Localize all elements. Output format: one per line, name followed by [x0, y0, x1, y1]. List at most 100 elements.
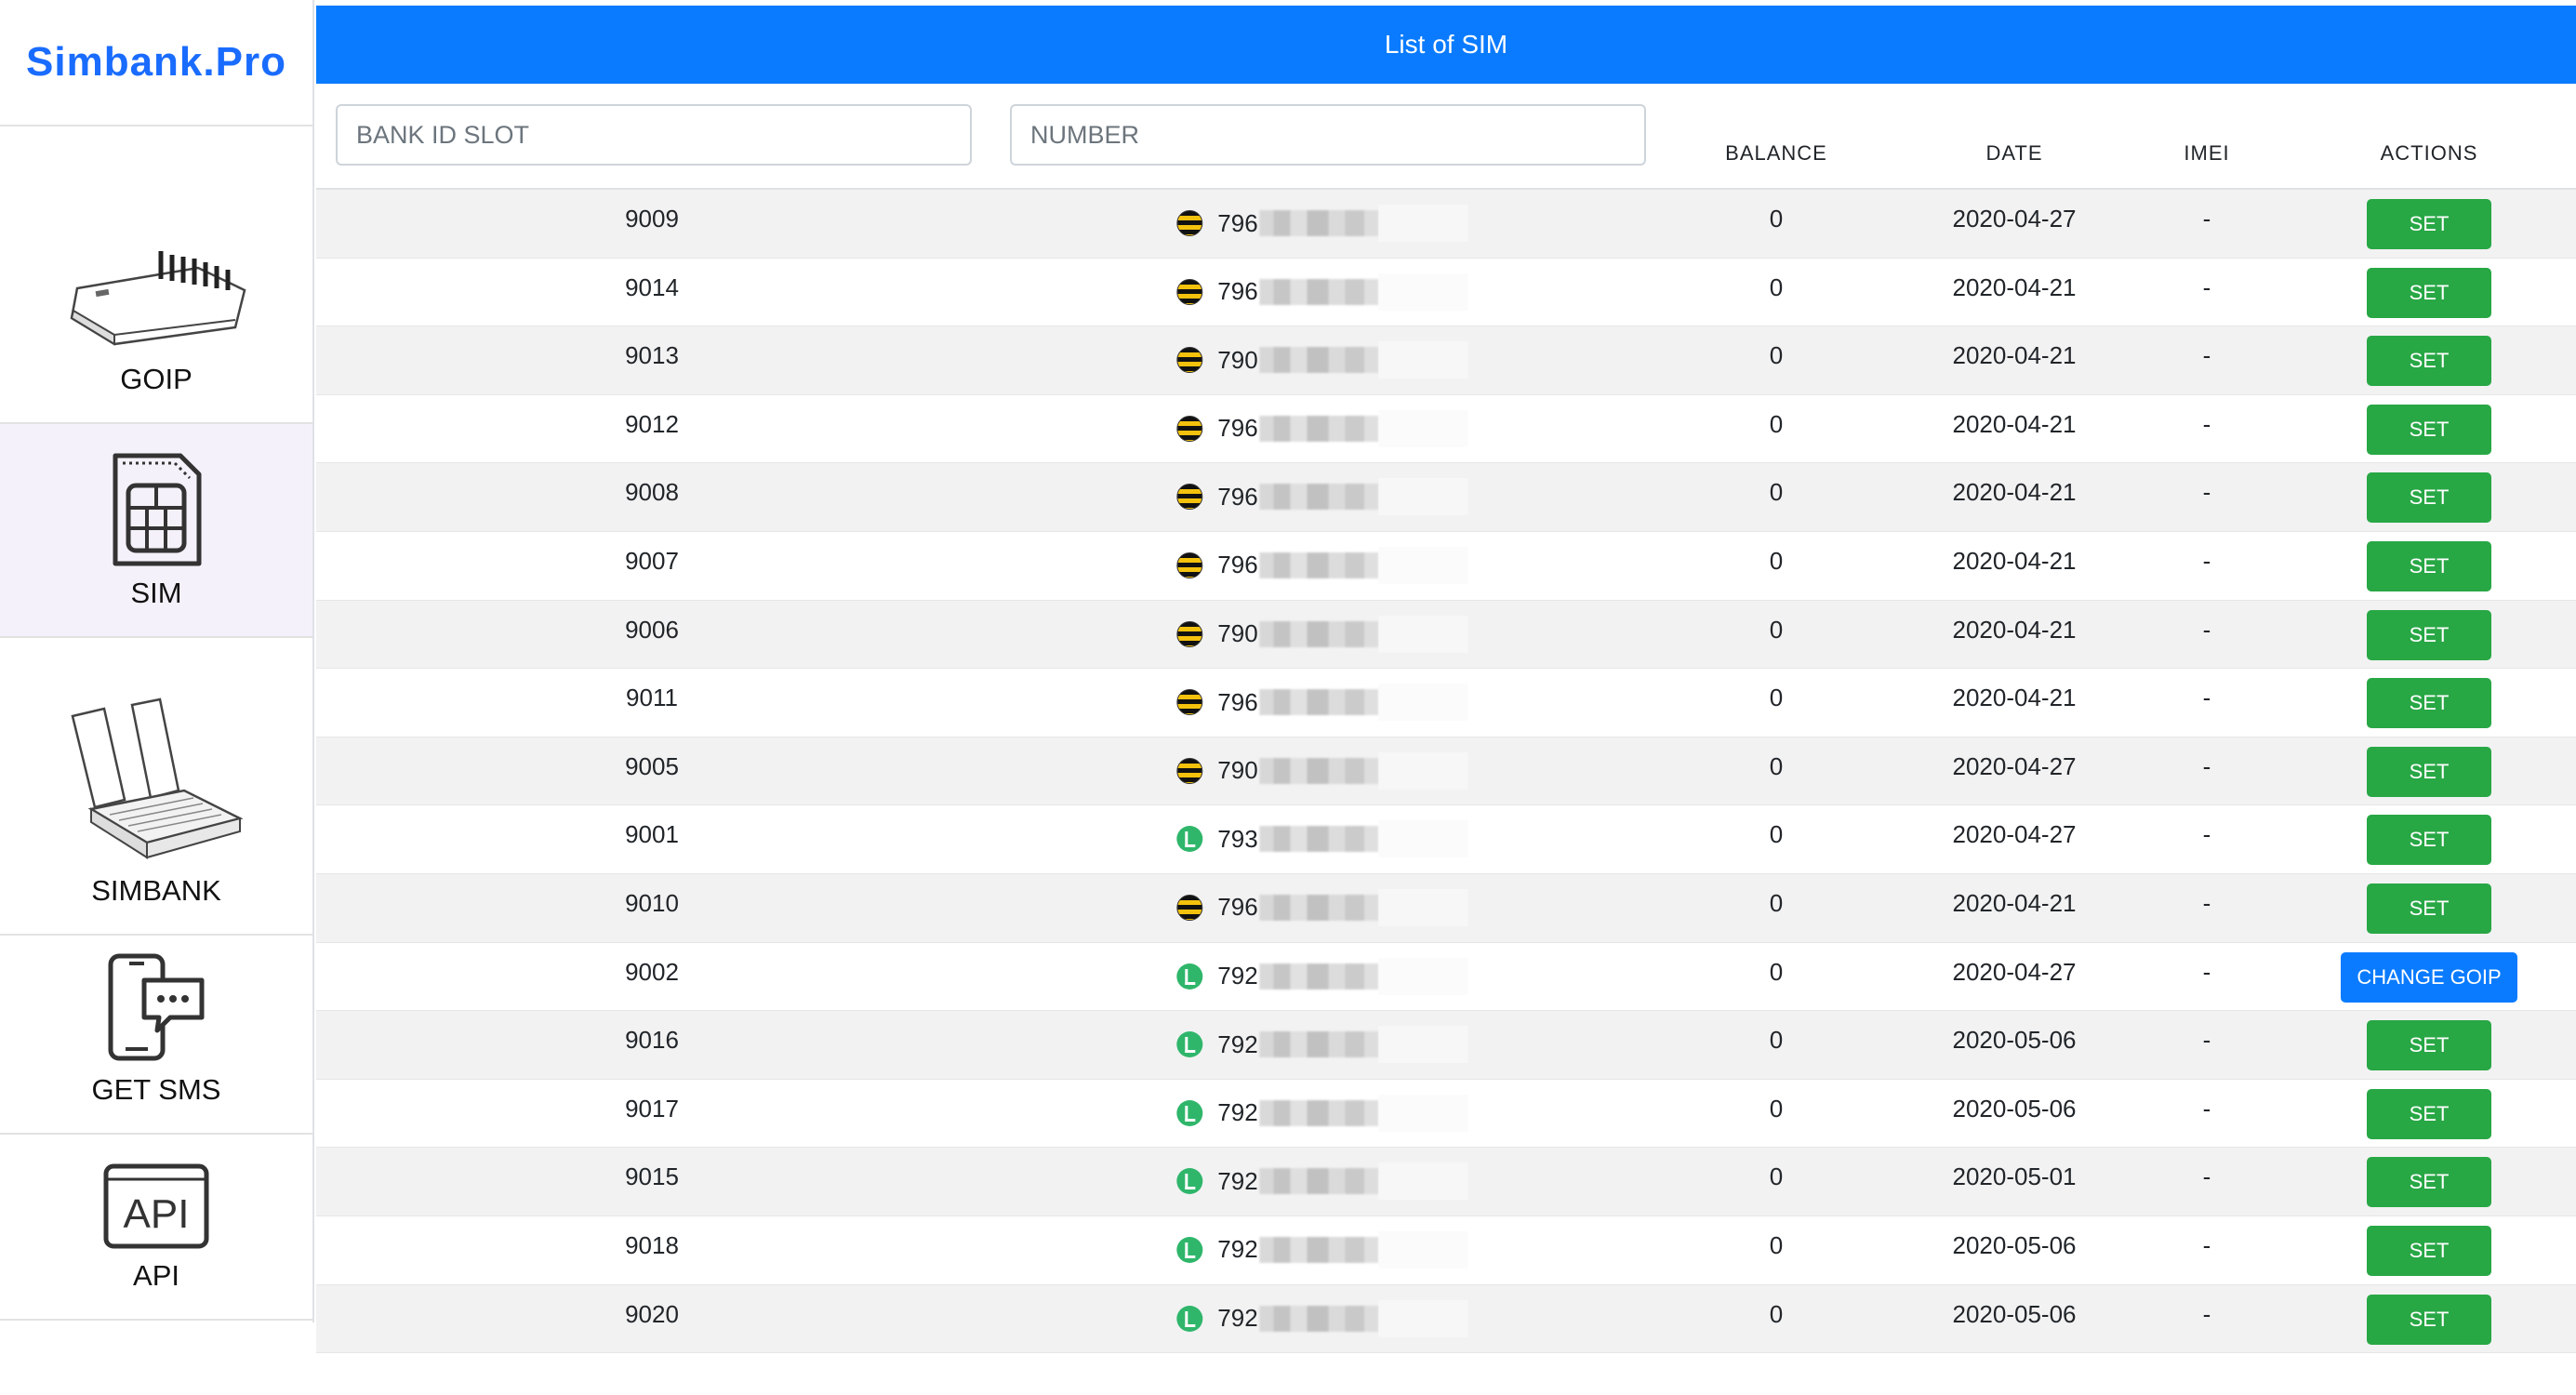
bank-id-slot: 9001 — [625, 820, 679, 849]
sim-number: 796 — [1176, 546, 1468, 584]
column-header-date[interactable]: DATE — [1985, 141, 2043, 165]
imei-value: - — [2202, 1162, 2211, 1191]
set-goip-button[interactable]: SET GOIP — [2367, 746, 2491, 833]
bank-id-slot: 9009 — [625, 205, 679, 232]
redacted-digits — [1259, 1305, 1379, 1332]
sidebar: Simbank.Pro GOIP — [0, 0, 314, 1322]
sim-number: 796 — [1176, 272, 1468, 311]
table-row: 9012 796 0 2020-04-21 - SET GOIP — [316, 395, 2576, 491]
set-goip-button[interactable]: SET GOIP — [2367, 199, 2491, 286]
balance-value: 0 — [1769, 205, 1784, 232]
sim-number: 792 — [1176, 1162, 1468, 1201]
redacted-digits — [1259, 1099, 1379, 1126]
date-value: 2020-04-27 — [1952, 205, 2077, 232]
bank-id-slot: 9020 — [625, 1299, 679, 1328]
balance-value: 0 — [1769, 546, 1784, 575]
redacted-digits — [1259, 620, 1379, 647]
number-prefix: 792 — [1217, 1030, 1258, 1058]
redaction-fade — [1378, 751, 1468, 790]
column-header-imei[interactable]: IMEI — [2184, 141, 2230, 165]
set-goip-button[interactable]: SET GOIP — [2367, 609, 2491, 697]
sidebar-item-sim[interactable]: SIM — [0, 424, 312, 638]
redaction-fade — [1378, 478, 1468, 516]
set-goip-button[interactable]: SET GOIP — [2367, 1225, 2491, 1312]
balance-value: 0 — [1769, 478, 1784, 507]
bank-id-slot: 9017 — [625, 1094, 679, 1123]
number-filter[interactable] — [1010, 104, 1646, 166]
balance-value: 0 — [1769, 820, 1784, 849]
change-goip-button[interactable]: CHANGE GOIP — [2341, 951, 2517, 1003]
column-header-actions: ACTIONS — [2380, 141, 2478, 165]
megafon-logo-icon — [1176, 1305, 1203, 1332]
set-goip-button[interactable]: SET GOIP — [2367, 678, 2491, 764]
redacted-digits — [1259, 347, 1379, 374]
imei-value: - — [2202, 409, 2211, 438]
table-row: 9011 796 0 2020-04-21 - SET GOIP — [316, 669, 2576, 764]
bank-id-slot-filter[interactable] — [336, 104, 972, 166]
bank-id-slot: 9018 — [625, 1230, 679, 1259]
redaction-fade — [1378, 1162, 1468, 1201]
set-goip-button[interactable]: SET GOIP — [2367, 815, 2491, 901]
sim-number: 796 — [1176, 478, 1468, 516]
set-goip-button[interactable]: SET GOIP — [2367, 267, 2491, 354]
table-row: 9015 792 0 2020-05-01 - SET GOIP — [316, 1148, 2576, 1243]
logo[interactable]: Simbank.Pro — [0, 0, 312, 126]
set-goip-button[interactable]: SET GOIP — [2367, 472, 2491, 559]
redacted-digits — [1259, 826, 1379, 853]
beeline-logo-icon — [1176, 757, 1203, 784]
beeline-logo-icon — [1176, 210, 1203, 236]
set-goip-button[interactable]: SET GOIP — [2367, 336, 2491, 422]
redaction-fade — [1378, 957, 1468, 995]
set-goip-button[interactable]: SET GOIP — [2367, 540, 2491, 628]
table-row: 9010 796 0 2020-04-21 - SET GOIP — [316, 873, 2576, 970]
sidebar-item-goip[interactable]: GOIP — [0, 126, 312, 424]
redacted-digits — [1259, 415, 1379, 442]
sim-number: 790 — [1176, 341, 1468, 379]
redaction-fade — [1378, 820, 1468, 858]
set-goip-button[interactable]: SET GOIP — [2367, 883, 2491, 970]
redacted-digits — [1259, 210, 1379, 236]
set-goip-button[interactable]: SET GOIP — [2367, 1088, 2491, 1176]
imei-value: - — [2202, 1026, 2211, 1055]
set-goip-button[interactable]: SET GOIP — [2367, 1020, 2491, 1107]
date-value: 2020-05-06 — [1952, 1230, 2077, 1259]
sidebar-item-api[interactable]: API API — [0, 1135, 312, 1321]
sidebar-item-simbank[interactable]: SIMBANK — [0, 638, 312, 936]
beeline-logo-icon — [1176, 415, 1203, 442]
redacted-digits — [1259, 757, 1379, 784]
balance-value: 0 — [1769, 684, 1784, 712]
sim-number: 792 — [1176, 957, 1468, 995]
redacted-digits — [1259, 551, 1379, 578]
imei-value: - — [2202, 1299, 2211, 1328]
imei-value: - — [2202, 205, 2211, 232]
sim-number: 792 — [1176, 1026, 1468, 1064]
sim-number: 796 — [1176, 684, 1468, 722]
megafon-logo-icon — [1176, 1031, 1203, 1058]
column-header-balance[interactable]: BALANCE — [1725, 141, 1827, 165]
sim-number: 793 — [1176, 820, 1468, 858]
set-goip-button[interactable]: SET GOIP — [2367, 1157, 2491, 1243]
number-prefix: 796 — [1217, 551, 1258, 579]
table-row: 9007 796 0 2020-04-21 - SET GOIP — [316, 532, 2576, 628]
sidebar-item-get-sms[interactable]: GET SMS — [0, 936, 312, 1135]
table-row: 9006 790 0 2020-04-21 - SET GOIP — [316, 600, 2576, 697]
date-value: 2020-04-27 — [1952, 957, 2077, 986]
redaction-fade — [1378, 341, 1468, 379]
set-goip-button[interactable]: SET GOIP — [2367, 1294, 2491, 1381]
imei-value: - — [2202, 751, 2211, 780]
bank-id-slot: 9016 — [625, 1026, 679, 1055]
beeline-logo-icon — [1176, 551, 1203, 578]
bank-id-slot: 9011 — [626, 684, 678, 712]
beeline-logo-icon — [1176, 894, 1203, 921]
date-value: 2020-05-06 — [1952, 1026, 2077, 1055]
table-row: 9018 792 0 2020-05-06 - SET GOIP — [316, 1216, 2576, 1312]
date-value: 2020-04-21 — [1952, 888, 2077, 917]
bank-id-slot: 9014 — [625, 272, 679, 301]
table-row: 9009 796 0 2020-04-27 - SET GOIP — [316, 190, 2576, 286]
set-goip-button[interactable]: SET GOIP — [2367, 404, 2491, 491]
date-value: 2020-04-27 — [1952, 820, 2077, 849]
bank-id-slot: 9007 — [625, 546, 679, 575]
balance-value: 0 — [1769, 1094, 1784, 1123]
imei-value: - — [2202, 478, 2211, 507]
number-prefix: 792 — [1217, 1304, 1258, 1332]
